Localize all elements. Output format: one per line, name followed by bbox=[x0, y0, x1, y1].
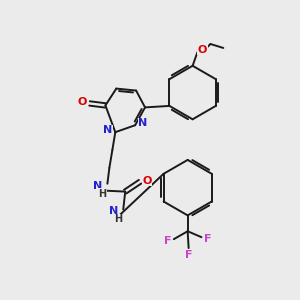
Text: O: O bbox=[142, 176, 152, 186]
Text: H: H bbox=[114, 214, 122, 224]
Text: N: N bbox=[93, 181, 102, 191]
Text: N: N bbox=[138, 118, 148, 128]
Text: N: N bbox=[103, 125, 112, 135]
Text: F: F bbox=[204, 234, 211, 244]
Text: H: H bbox=[98, 189, 106, 199]
Text: F: F bbox=[185, 250, 192, 260]
Text: O: O bbox=[78, 98, 87, 107]
Text: N: N bbox=[109, 206, 118, 216]
Text: O: O bbox=[198, 45, 207, 55]
Text: F: F bbox=[164, 236, 172, 246]
